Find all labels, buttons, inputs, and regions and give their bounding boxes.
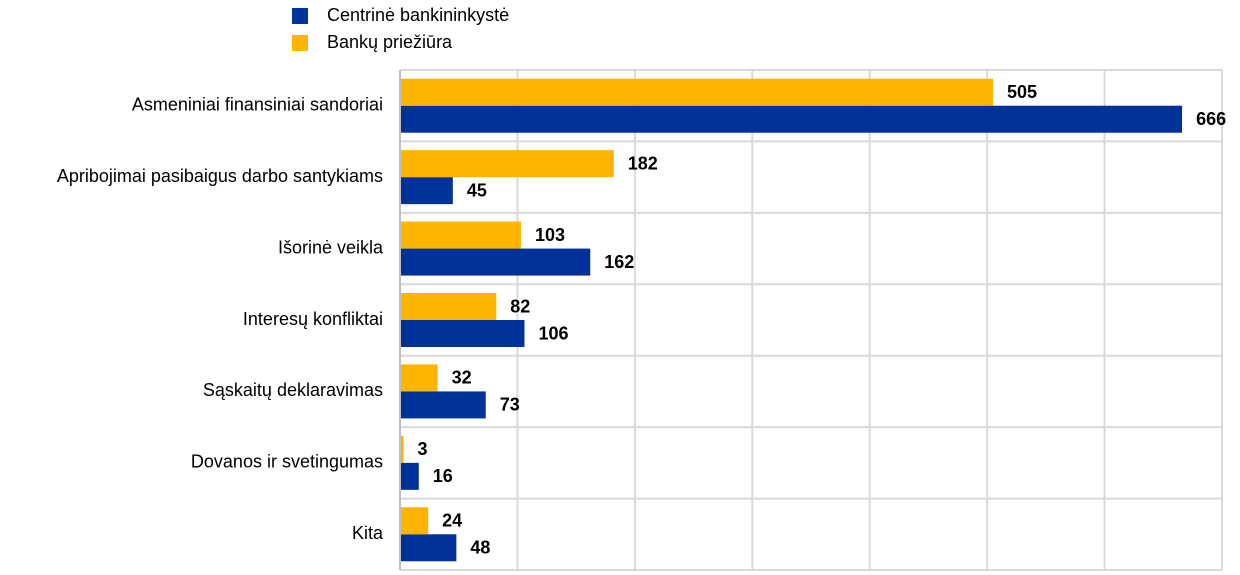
y-tick-label: Apribojimai pasibaigus darbo santykiams [57,166,383,186]
y-tick-label: Išorinė veikla [278,237,384,257]
value-label: 73 [500,395,520,415]
bar [400,150,614,178]
y-tick-label: Sąskaitų deklaravimas [203,380,383,400]
y-tick-label: Interesų konfliktai [243,309,383,329]
value-label: 162 [604,252,634,272]
legend-swatch [292,35,308,51]
value-label: 182 [628,153,658,173]
y-tick-label: Asmeniniai finansiniai sandoriai [132,94,383,114]
bar [400,507,429,535]
value-label: 666 [1196,109,1226,129]
y-tick-label: Dovanos ir svetingumas [191,452,383,472]
value-label: 24 [442,511,462,531]
value-label: 82 [510,296,530,316]
bar [400,391,486,419]
value-label: 505 [1007,82,1037,102]
value-label: 106 [538,323,568,343]
bar [400,105,1183,133]
legend-swatch [292,8,308,24]
bar [400,177,453,205]
value-label: 45 [467,180,487,200]
bar [400,293,497,320]
bar [400,320,525,347]
bar [400,221,521,249]
bar [400,462,419,490]
value-label: 3 [418,439,428,459]
bar [400,534,457,562]
value-label: 16 [433,466,453,486]
bar [400,364,438,392]
bar [400,435,404,463]
bar [400,248,591,276]
legend-label: Centrinė bankininkystė [327,5,509,25]
y-tick-label: Kita [352,523,384,543]
legend-label: Bankų priežiūra [327,32,453,52]
value-label: 32 [452,368,472,388]
bar [400,78,994,106]
value-label: 48 [470,538,490,558]
value-label: 103 [535,225,565,245]
